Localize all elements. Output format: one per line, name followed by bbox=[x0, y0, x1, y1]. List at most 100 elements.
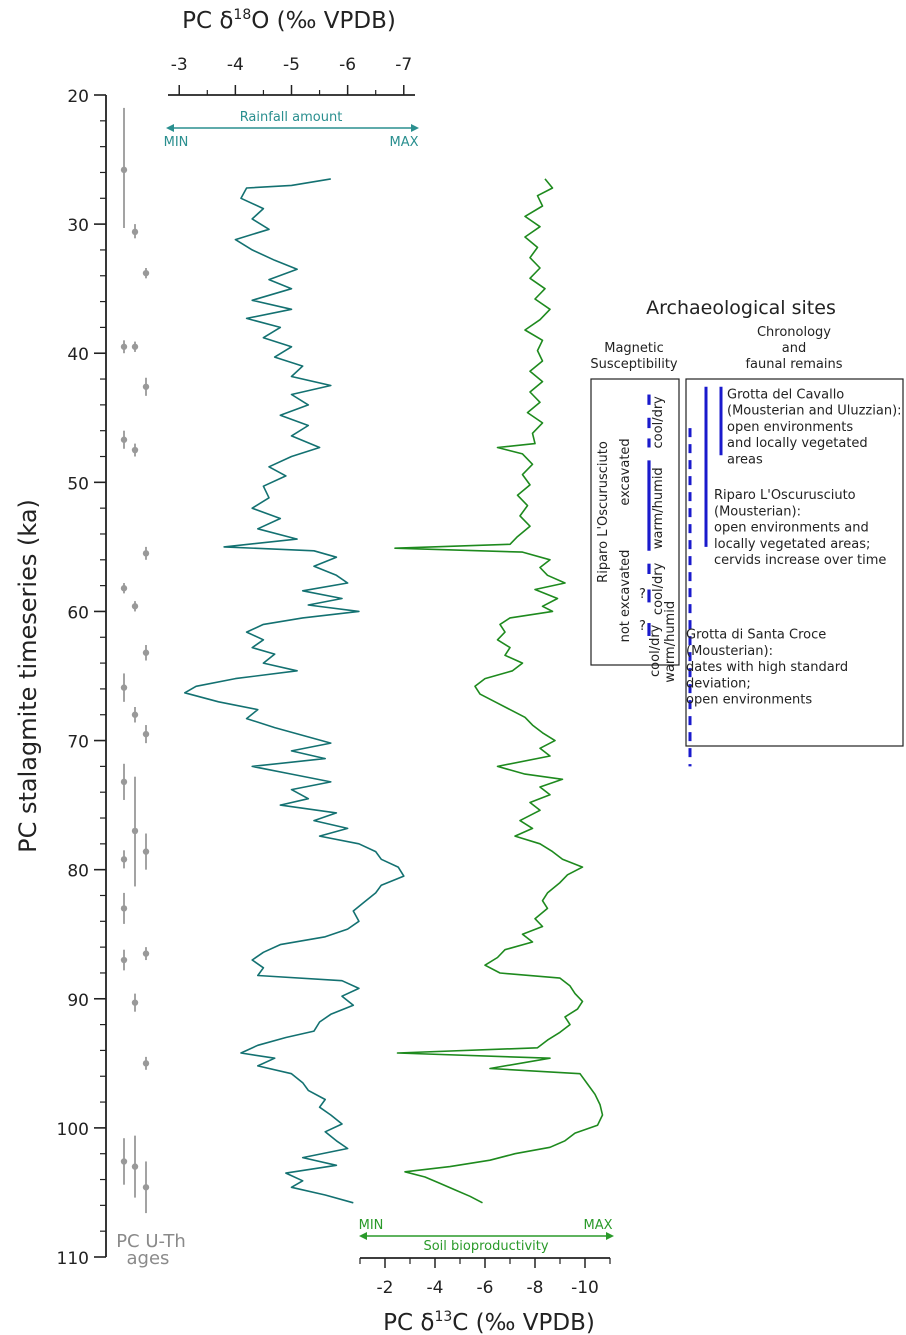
soil-min-label: MIN bbox=[359, 1218, 384, 1233]
site-text-line: open environments bbox=[727, 420, 853, 435]
uth-point bbox=[142, 730, 150, 738]
uth-point bbox=[142, 1184, 150, 1191]
uth-point bbox=[131, 827, 139, 835]
y-tick-label: 40 bbox=[67, 345, 89, 365]
series-line-d18O bbox=[184, 178, 405, 1204]
site-text-line: deviation; bbox=[686, 676, 751, 691]
bottom-axis-label: PC δ13C (‰ VPDB) bbox=[383, 1309, 595, 1335]
y-tick-label: 110 bbox=[57, 1249, 89, 1269]
soil-arrow-head-max bbox=[606, 1232, 614, 1240]
top-axis-ticks: -3 -4 -5 -6 -7 bbox=[171, 55, 412, 95]
uth-point bbox=[131, 446, 139, 454]
ms-label: cool/dry bbox=[651, 396, 666, 449]
site-text-line: (Mousterian): bbox=[714, 504, 801, 519]
riparo-vertical-label: Riparo L'Oscurusciuto bbox=[596, 441, 611, 583]
site-text-line: Riparo L'Oscurusciuto bbox=[714, 488, 856, 503]
uth-point bbox=[120, 956, 128, 964]
top-tick-label: -4 bbox=[227, 55, 244, 75]
site-text-line: (Mousterian and Uluzzian): bbox=[727, 404, 902, 419]
rainfall-arrow-label: Rainfall amount bbox=[240, 110, 343, 125]
archaeology-panel: Archaeological sites Magnetic Susceptibi… bbox=[590, 297, 904, 767]
site-text-line: open environments bbox=[686, 693, 812, 708]
uth-point bbox=[120, 343, 128, 350]
archaeology-title: Archaeological sites bbox=[646, 297, 836, 319]
y-tick-label: 60 bbox=[67, 603, 89, 623]
y-tick-label: 80 bbox=[67, 862, 89, 882]
uth-point bbox=[131, 999, 139, 1006]
top-axis: PC δ18O (‰ VPDB) -3 -4 -5 -6 -7 Rainfall amo… bbox=[164, 7, 419, 150]
soil-arrow: MIN MAX Soil bioproductivity bbox=[359, 1218, 614, 1254]
uth-point bbox=[142, 269, 150, 277]
soil-arrow-head-min bbox=[359, 1232, 367, 1240]
uth-point bbox=[142, 649, 150, 656]
uth-point bbox=[120, 856, 128, 863]
magnetic-header-line1: Magnetic bbox=[604, 341, 664, 356]
series-lines bbox=[184, 178, 604, 1204]
site-text-line: (Mousterian): bbox=[686, 644, 773, 659]
bottom-tick-label: -6 bbox=[477, 1278, 494, 1298]
top-tick-label: -3 bbox=[171, 55, 188, 75]
series-line-d13C bbox=[394, 178, 604, 1204]
uth-label-line2: ages bbox=[127, 1248, 170, 1269]
y-axis-ticks: 20 30 40 50 60 70 80 90 100 110 bbox=[57, 87, 106, 1269]
y-tick-label: 50 bbox=[67, 474, 89, 494]
excavated-label: excavated bbox=[618, 438, 633, 505]
chronology-header-line1: Chronology bbox=[757, 325, 831, 340]
uth-point bbox=[120, 166, 128, 174]
y-tick-label: 90 bbox=[67, 991, 89, 1011]
rainfall-max-label: MAX bbox=[389, 135, 418, 150]
site-text-line: areas bbox=[727, 452, 763, 467]
bottom-axis-ticks: -2 -4 -6 -8 -10 bbox=[359, 1258, 611, 1298]
ms-label: cool/dry bbox=[651, 562, 666, 615]
top-axis-label: PC δ18O (‰ VPDB) bbox=[182, 7, 396, 34]
uth-point bbox=[142, 848, 150, 855]
ms-label: warm/humid bbox=[663, 601, 678, 683]
ms-label: warm/humid bbox=[651, 467, 666, 549]
uth-point bbox=[120, 684, 128, 691]
site-text-line: cervids increase over time bbox=[714, 553, 886, 568]
chronology-header-line2: and bbox=[782, 341, 806, 356]
rainfall-min-label: MIN bbox=[164, 135, 189, 150]
uth-ages bbox=[120, 107, 150, 1214]
y-tick-label: 100 bbox=[57, 1120, 89, 1140]
uth-point bbox=[142, 383, 150, 390]
magnetic-header-line2: Susceptibility bbox=[590, 357, 678, 372]
soil-arrow-label: Soil bioproductivity bbox=[423, 1239, 548, 1254]
uth-point bbox=[120, 585, 128, 592]
bottom-tick-label: -10 bbox=[571, 1278, 599, 1298]
magnetic-box bbox=[590, 378, 680, 666]
uth-point bbox=[142, 1060, 150, 1067]
chronology-box bbox=[685, 378, 904, 747]
rainfall-arrow-head-max bbox=[411, 124, 419, 132]
site-bars bbox=[688, 386, 723, 767]
site-text-line: open environments and bbox=[714, 521, 869, 536]
uth-point bbox=[131, 603, 139, 610]
uth-point bbox=[131, 228, 139, 236]
site-text-line: dates with high standard bbox=[686, 660, 848, 675]
site-text-line: Grotta di Santa Croce bbox=[686, 628, 826, 643]
bottom-tick-label: -2 bbox=[377, 1278, 394, 1298]
y-tick-label: 30 bbox=[67, 216, 89, 236]
uth-point bbox=[120, 778, 128, 786]
bottom-axis: -2 -4 -6 -8 -10 MIN MAX Soil bioproductivity… bbox=[359, 1218, 614, 1335]
top-tick-label: -5 bbox=[283, 55, 300, 75]
bottom-tick-label: -8 bbox=[527, 1278, 544, 1298]
uth-point bbox=[120, 905, 128, 912]
uth-label-line1: PC U-Th bbox=[116, 1231, 186, 1252]
rainfall-arrow-head-min bbox=[166, 124, 174, 132]
top-tick-label: -7 bbox=[395, 55, 412, 75]
top-tick-label: -6 bbox=[339, 55, 356, 75]
soil-max-label: MAX bbox=[583, 1218, 612, 1233]
uth-point bbox=[120, 1158, 128, 1165]
uth-point bbox=[131, 1163, 139, 1170]
uth-point bbox=[131, 711, 139, 718]
uth-point bbox=[142, 950, 150, 957]
y-tick-label: 70 bbox=[67, 733, 89, 753]
not-excavated-label: not excavated bbox=[618, 550, 633, 643]
uth-point bbox=[142, 550, 150, 557]
question-mark-1: ? bbox=[639, 587, 646, 602]
chronology-header-line3: faunal remains bbox=[745, 357, 842, 372]
question-mark-2: ? bbox=[639, 619, 646, 634]
